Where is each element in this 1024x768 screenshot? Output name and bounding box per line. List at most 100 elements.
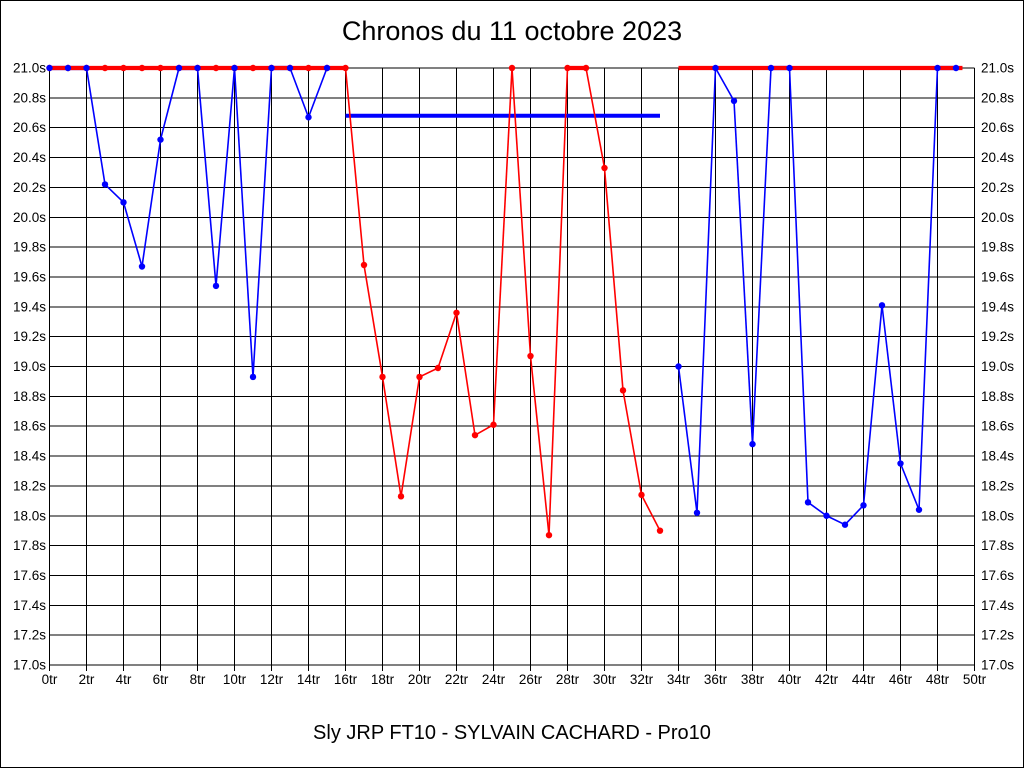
blue-run-point	[46, 64, 53, 72]
x-axis-ticks	[49, 665, 975, 671]
y-tick-label: 18.4s	[981, 449, 1014, 464]
x-tick-label: 34tr	[667, 672, 691, 687]
y-tick-label: 20.4s	[13, 150, 46, 165]
y-tick-label: 17.6s	[13, 568, 46, 583]
blue-run-point	[323, 64, 331, 72]
x-tick-label: 50tr	[963, 672, 987, 687]
y-tick-label: 18.2s	[13, 478, 46, 493]
red-run-point	[342, 64, 349, 72]
x-tick-label: 46tr	[889, 672, 913, 687]
red-run-point	[564, 64, 571, 72]
y-axis-labels-left: 21.0s 20.8s 20.6s 20.4s 20.2s 20.0s 19.8s 19.6s…	[13, 61, 46, 673]
y-tick-label: 20.2s	[981, 180, 1014, 195]
blue-run-point	[83, 64, 90, 72]
x-tick-label: 30tr	[593, 672, 617, 687]
red-run-point	[453, 309, 460, 316]
blue-run-point	[730, 97, 738, 105]
y-tick-label: 18.0s	[13, 508, 46, 523]
y-axis-labels-right: 21.0s 20.8s 20.6s 20.4s 20.2s 20.0s 19.8s 19.6s…	[981, 61, 1014, 673]
blue-run-point	[915, 506, 923, 513]
red-run-point	[490, 421, 497, 428]
blue-run-point	[841, 521, 849, 528]
red-run-point	[582, 64, 590, 72]
blue-run-point	[175, 64, 183, 72]
blue-run-point	[194, 64, 201, 72]
y-tick-label: 20.4s	[981, 150, 1014, 165]
y-tick-label: 19.0s	[981, 359, 1014, 374]
y-tick-label: 18.2s	[981, 478, 1014, 493]
red-run-point	[601, 164, 608, 172]
y-tick-label: 18.0s	[981, 508, 1014, 523]
blue-run-point	[823, 512, 830, 519]
red-run-point	[138, 64, 146, 72]
x-tick-label: 24tr	[482, 672, 506, 687]
y-tick-label: 20.8s	[13, 90, 46, 105]
blue-run-point	[952, 64, 960, 72]
x-tick-label: 22tr	[445, 672, 469, 687]
blue-run-point	[249, 373, 257, 381]
y-tick-label: 19.2s	[13, 329, 46, 344]
blue-run-point	[712, 64, 719, 72]
y-tick-label: 20.6s	[981, 120, 1014, 135]
y-tick-label: 20.8s	[981, 90, 1014, 105]
y-tick-label: 18.8s	[13, 389, 46, 404]
y-tick-label: 18.6s	[981, 419, 1014, 434]
y-tick-label: 21.0s	[13, 61, 46, 76]
red-run-lines	[49, 65, 963, 536]
blue-run-point	[675, 363, 682, 370]
y-tick-label: 17.2s	[981, 628, 1014, 643]
x-tick-label: 4tr	[116, 672, 132, 687]
x-tick-label: 18tr	[371, 672, 395, 687]
blue-run-point	[286, 64, 294, 72]
blue-run-point	[101, 181, 109, 188]
blue-run-markers	[46, 64, 960, 528]
y-tick-label: 17.4s	[981, 598, 1014, 613]
blue-run-point	[897, 460, 904, 467]
y-tick-label: 20.0s	[13, 210, 46, 225]
red-run-point	[434, 364, 442, 372]
red-run-point	[157, 64, 164, 72]
red-run-point	[397, 493, 405, 500]
red-run-point	[379, 373, 386, 381]
x-tick-label: 36tr	[704, 672, 728, 687]
y-tick-label: 19.4s	[981, 299, 1014, 314]
x-tick-label: 28tr	[556, 672, 580, 687]
red-run-point	[656, 527, 664, 534]
y-tick-label: 17.6s	[981, 568, 1014, 583]
red-run-markers	[46, 64, 664, 539]
blue-run-point	[305, 114, 312, 121]
y-tick-label: 20.6s	[13, 120, 46, 135]
x-tick-label: 32tr	[630, 672, 654, 687]
red-run-point	[471, 431, 479, 439]
y-tick-label: 19.8s	[13, 240, 46, 255]
blue-run-point	[231, 64, 238, 72]
x-tick-label: 48tr	[926, 672, 950, 687]
red-run-point	[120, 64, 127, 72]
x-tick-label: 2tr	[79, 672, 95, 687]
y-tick-label: 21.0s	[981, 61, 1014, 76]
red-run-point	[527, 352, 534, 360]
x-axis-labels: 0tr 2tr 4tr 6tr 8tr 10tr 12tr 14tr 16tr 18tr 20tr 2…	[42, 672, 987, 687]
x-tick-label: 0tr	[42, 672, 58, 687]
blue-run-point	[860, 502, 867, 509]
chart-title: Chronos du 11 octobre 2023	[341, 16, 683, 46]
x-tick-label: 44tr	[852, 672, 876, 687]
y-tick-label: 17.8s	[981, 538, 1014, 553]
red-run-point	[305, 64, 312, 72]
y-tick-label: 18.8s	[981, 389, 1014, 404]
grid	[49, 67, 975, 666]
x-tick-label: 38tr	[741, 672, 765, 687]
y-tick-label: 19.2s	[981, 329, 1014, 344]
red-run-point	[416, 373, 423, 381]
blue-run-point	[934, 64, 941, 72]
red-run-point	[360, 261, 368, 269]
y-tick-label: 17.4s	[13, 598, 46, 613]
x-tick-label: 6tr	[153, 672, 169, 687]
blue-run-point	[878, 302, 886, 309]
y-tick-label: 19.8s	[981, 240, 1014, 255]
blue-run-point	[212, 282, 220, 290]
x-tick-label: 26tr	[519, 672, 543, 687]
red-run-point	[545, 531, 553, 539]
x-tick-label: 16tr	[334, 672, 358, 687]
